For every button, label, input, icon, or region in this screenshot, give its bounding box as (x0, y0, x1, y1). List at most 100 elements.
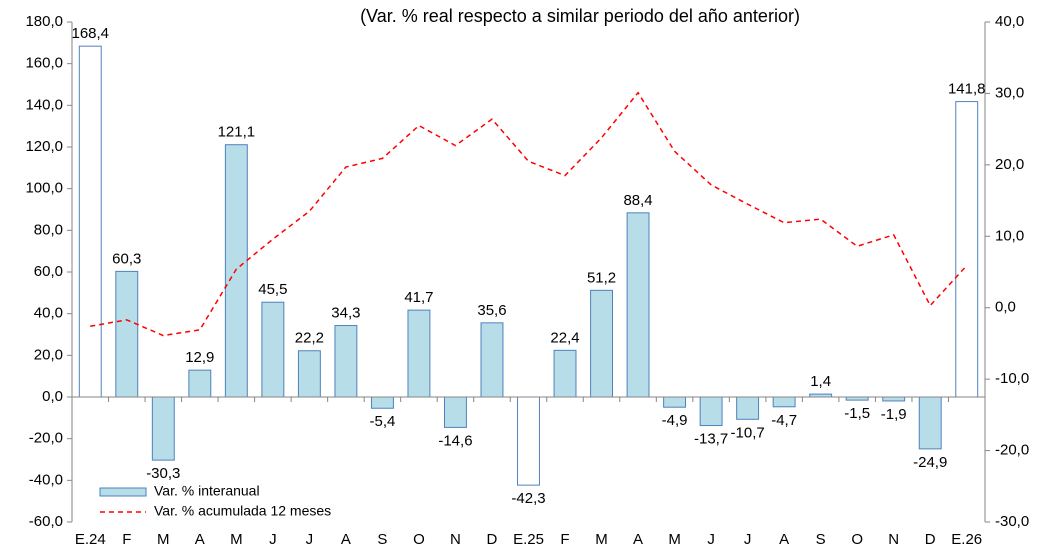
legend-swatch (99, 487, 147, 497)
x-tick-label: J (707, 531, 715, 548)
bar (736, 396, 760, 420)
y2-tick-label: 20,0 (995, 156, 1024, 173)
value-label: 168,4 (71, 25, 109, 42)
x-tick-label: S (816, 531, 826, 548)
x-tick-label: M (230, 531, 243, 548)
y2-tick-label: 0,0 (995, 299, 1016, 316)
value-label: -4,9 (662, 412, 688, 429)
value-label: 41,7 (404, 289, 433, 306)
bar (663, 396, 687, 408)
value-label: 35,6 (477, 302, 506, 319)
y2-tick-label: 30,0 (995, 84, 1024, 101)
value-label: -30,3 (146, 465, 180, 482)
x-tick-label: O (413, 531, 425, 548)
bar (151, 396, 175, 461)
bar (261, 301, 285, 398)
x-tick-label: M (595, 531, 608, 548)
value-label: 12,9 (185, 349, 214, 366)
y-tick-label: 160,0 (25, 55, 63, 72)
y-tick-label: -60,0 (29, 513, 63, 530)
value-label: 141,8 (948, 81, 986, 98)
value-label: 60,3 (112, 250, 141, 267)
bar (626, 212, 650, 398)
y-tick-label: 120,0 (25, 138, 63, 155)
bar (115, 270, 139, 398)
bar (882, 396, 906, 402)
value-label: 22,2 (295, 330, 324, 347)
bar (334, 325, 358, 398)
bar (370, 396, 394, 409)
y-tick-label: 100,0 (25, 180, 63, 197)
x-tick-label: J (269, 531, 277, 548)
bar (918, 396, 942, 450)
bar (772, 396, 796, 408)
y2-tick-label: 10,0 (995, 227, 1024, 244)
x-tick-label: A (195, 531, 205, 548)
y-tick-label: 140,0 (25, 96, 63, 113)
x-tick-label: J (744, 531, 752, 548)
value-label: -13,7 (694, 431, 728, 448)
y-tick-label: 60,0 (34, 263, 63, 280)
bar (517, 396, 540, 486)
bar (188, 369, 212, 398)
x-tick-label: E.24 (75, 531, 106, 548)
x-tick-label: S (377, 531, 387, 548)
bar (590, 289, 613, 398)
x-tick-label: E.25 (513, 531, 544, 548)
value-label: 121,1 (218, 124, 256, 141)
x-tick-label: M (157, 531, 170, 548)
bar (297, 350, 321, 398)
y2-tick-label: -30,0 (995, 513, 1029, 530)
bar (78, 45, 102, 398)
value-label: -5,4 (369, 413, 395, 430)
value-label: 45,5 (258, 281, 287, 298)
x-tick-label: D (925, 531, 936, 548)
bar (955, 101, 979, 398)
y-tick-label: 80,0 (34, 221, 63, 238)
bar (407, 309, 431, 398)
y-tick-label: 0,0 (42, 388, 63, 405)
x-tick-label: A (633, 531, 643, 548)
y-tick-label: 40,0 (34, 305, 63, 322)
chart-title: (Var. % real respecto a similar periodo … (360, 6, 800, 26)
value-label: -10,7 (731, 424, 765, 441)
value-label: 22,4 (550, 329, 579, 346)
bar (444, 396, 467, 428)
bar (480, 322, 504, 398)
x-tick-label: D (487, 531, 498, 548)
y-tick-label: -20,0 (29, 430, 63, 447)
line (90, 91, 968, 337)
x-tick-label: O (851, 531, 863, 548)
bar (699, 396, 723, 427)
x-tick-label: E.26 (951, 531, 982, 548)
value-label: 34,3 (331, 305, 360, 322)
x-tick-label: F (560, 531, 569, 548)
value-label: 1,4 (810, 373, 831, 390)
y2-tick-label: -10,0 (995, 370, 1029, 387)
x-tick-label: F (122, 531, 131, 548)
y-tick-label: -40,0 (29, 471, 63, 488)
y-tick-label: 20,0 (34, 346, 63, 363)
x-tick-label: M (668, 531, 681, 548)
x-tick-label: N (450, 531, 461, 548)
value-label: -42,3 (511, 490, 545, 507)
x-tick-label: J (306, 531, 314, 548)
value-label: -4,7 (771, 412, 797, 429)
x-tick-label: A (341, 531, 351, 548)
bar (224, 144, 248, 398)
value-label: -14,6 (438, 432, 472, 449)
y2-tick-label: -20,0 (995, 442, 1029, 459)
value-label: -1,9 (881, 406, 907, 423)
legend-label: Var. % acumulada 12 meses (154, 503, 331, 519)
value-label: 88,4 (623, 192, 652, 209)
y2-tick-label: 40,0 (995, 13, 1024, 30)
bar (553, 349, 577, 398)
y-tick-label: 180,0 (25, 13, 63, 30)
legend-label: Var. % interanual (154, 483, 260, 499)
x-tick-label: A (779, 531, 789, 548)
value-label: -1,5 (844, 405, 870, 422)
value-label: 51,2 (587, 269, 616, 286)
value-label: -24,9 (913, 454, 947, 471)
